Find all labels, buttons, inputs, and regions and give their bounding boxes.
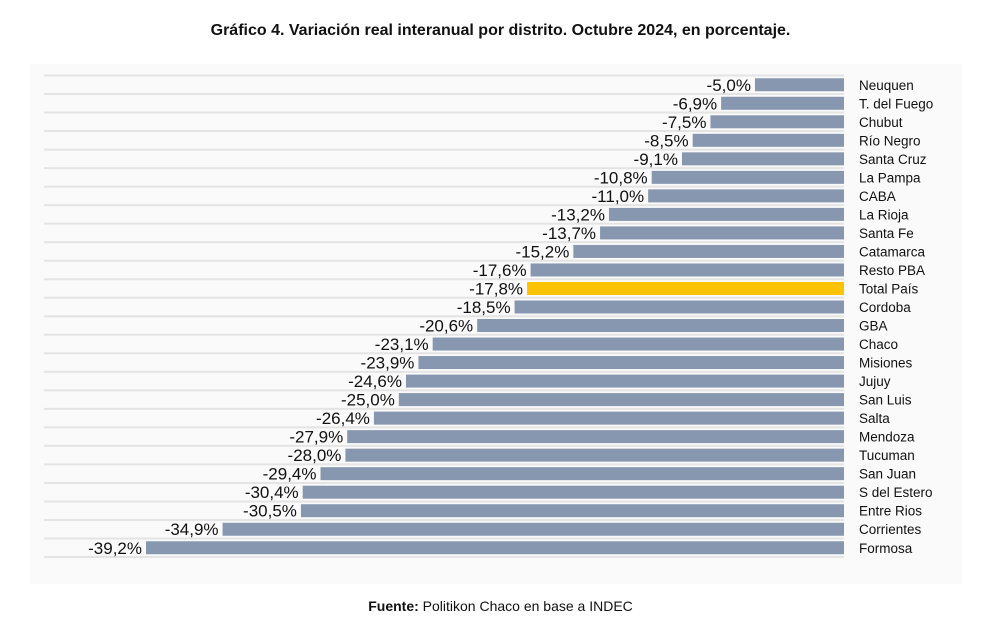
category-label: Total País: [859, 281, 919, 296]
bar-21: [320, 467, 844, 481]
category-label: Formosa: [859, 541, 913, 556]
chart-title: Gráfico 4. Variación real interanual por…: [210, 22, 791, 39]
category-label: Santa Fe: [859, 226, 914, 241]
bar-11: [527, 281, 844, 295]
bar-14: [432, 337, 844, 351]
data-label: -23,9%: [361, 354, 415, 373]
bar-6: [648, 189, 844, 203]
category-label: CABA: [859, 189, 896, 204]
category-label: S del Estero: [859, 485, 933, 500]
data-label: -13,2%: [551, 205, 605, 224]
category-label: San Luis: [859, 393, 912, 408]
source-note: Fuente: Politikon Chaco en base a INDEC: [0, 598, 1001, 614]
category-label: Jujuy: [859, 374, 891, 389]
bar-7: [608, 207, 844, 221]
category-label: Neuquen: [859, 78, 914, 93]
category-label: Cordoba: [859, 300, 911, 315]
category-label: Corrientes: [859, 522, 922, 537]
data-label: -30,5%: [243, 502, 297, 521]
bar-24: [222, 522, 844, 536]
bar-0: [754, 78, 844, 92]
bar-22: [302, 485, 845, 499]
category-label: Chubut: [859, 115, 903, 130]
data-label: -8,5%: [644, 131, 688, 150]
bar-2: [710, 115, 844, 129]
data-label: -23,1%: [375, 335, 429, 354]
bar-12: [514, 300, 844, 314]
bar-19: [347, 430, 844, 444]
data-label: -13,7%: [542, 224, 596, 243]
data-label: -18,5%: [457, 298, 511, 317]
data-label: -15,2%: [515, 242, 569, 261]
bar-15: [418, 356, 844, 370]
category-label: Resto PBA: [859, 263, 925, 278]
category-label: Tucuman: [859, 448, 915, 463]
bar-23: [300, 504, 844, 518]
data-label: -39,2%: [88, 539, 142, 558]
data-label: -10,8%: [594, 168, 648, 187]
data-label: -28,0%: [288, 446, 342, 465]
data-label: -29,4%: [263, 465, 317, 484]
bar-5: [651, 170, 844, 184]
bar-13: [477, 319, 844, 333]
category-label: La Pampa: [859, 170, 921, 185]
data-label: -26,4%: [316, 409, 370, 428]
bar-1: [721, 96, 844, 110]
data-label: -17,8%: [469, 279, 523, 298]
category-label: Santa Cruz: [859, 152, 927, 167]
data-label: -24,6%: [348, 372, 402, 391]
bar-25: [146, 541, 844, 555]
category-label: Mendoza: [859, 430, 915, 445]
data-label: -7,5%: [662, 113, 706, 132]
data-label: -30,4%: [245, 483, 299, 502]
category-label: Chaco: [859, 337, 898, 352]
category-label: Río Negro: [859, 133, 921, 148]
bar-3: [692, 133, 844, 147]
category-label: Salta: [859, 411, 890, 426]
data-label: -6,9%: [673, 94, 717, 113]
category-label: Catamarca: [859, 244, 926, 259]
category-label: Misiones: [859, 356, 913, 371]
category-label: T. del Fuego: [859, 96, 933, 111]
bar-17: [398, 393, 844, 407]
data-label: -5,0%: [707, 76, 751, 95]
bar-18: [373, 411, 844, 425]
category-label: La Rioja: [859, 207, 909, 222]
source-label: Fuente:: [368, 598, 419, 614]
data-label: -27,9%: [289, 428, 343, 447]
data-label: -25,0%: [341, 391, 395, 410]
source-text: Politikon Chaco en base a INDEC: [418, 598, 633, 614]
category-label: GBA: [859, 319, 888, 334]
data-label: -34,9%: [165, 520, 219, 539]
data-label: -20,6%: [419, 317, 473, 336]
data-label: -9,1%: [634, 150, 678, 169]
data-label: -11,0%: [592, 187, 645, 206]
bar-16: [405, 374, 844, 388]
category-label: Entre Rios: [859, 504, 922, 519]
category-label: San Juan: [859, 467, 916, 482]
bar-9: [573, 244, 844, 258]
bar-4: [681, 152, 844, 166]
bar-8: [600, 226, 844, 240]
data-label: -17,6%: [473, 261, 527, 280]
bar-10: [530, 263, 844, 277]
bar-20: [345, 448, 844, 462]
